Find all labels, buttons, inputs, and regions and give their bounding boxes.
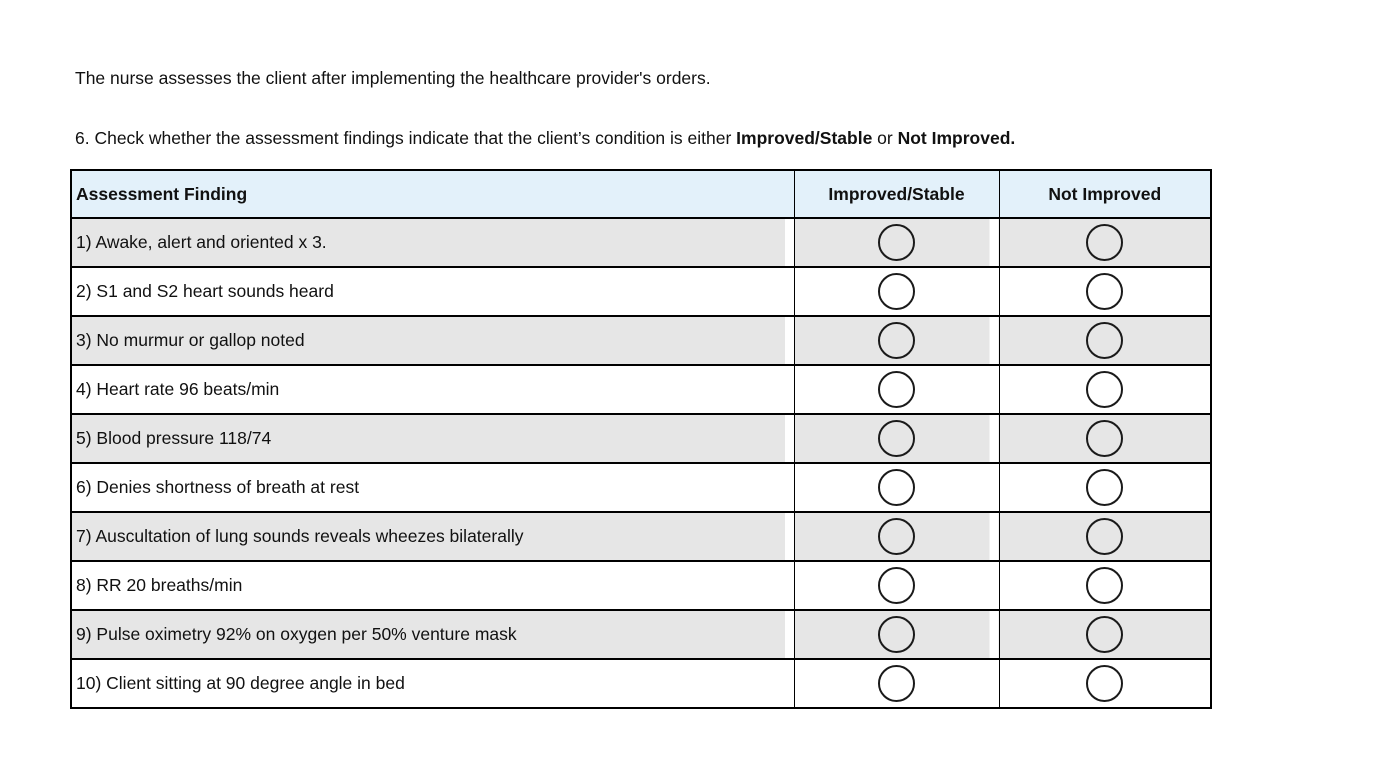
- table-row: 5) Blood pressure 118/74: [70, 413, 1212, 464]
- choice-cell-improved-stable: [793, 315, 1000, 366]
- table-row: 2) S1 and S2 heart sounds heard: [70, 266, 1212, 317]
- table-row: 9) Pulse oximetry 92% on oxygen per 50% …: [70, 609, 1212, 660]
- column-header-improved-stable: Improved/Stable: [793, 169, 1000, 219]
- radio-improved-stable[interactable]: [878, 371, 915, 408]
- radio-improved-stable[interactable]: [878, 420, 915, 457]
- radio-not-improved[interactable]: [1086, 616, 1124, 653]
- table-row: 1) Awake, alert and oriented x 3.: [70, 217, 1212, 268]
- column-header-not-improved: Not Improved: [998, 169, 1212, 219]
- radio-not-improved[interactable]: [1086, 273, 1124, 310]
- table-row: 7) Auscultation of lung sounds reveals w…: [70, 511, 1212, 562]
- radio-not-improved[interactable]: [1086, 420, 1124, 457]
- choice-cell-improved-stable: [793, 609, 1000, 660]
- radio-not-improved[interactable]: [1086, 322, 1124, 359]
- radio-not-improved[interactable]: [1086, 518, 1124, 555]
- radio-not-improved[interactable]: [1086, 224, 1124, 261]
- question-bold-text: Not Improved.: [897, 128, 1016, 148]
- assessment-finding-cell: 1) Awake, alert and oriented x 3.: [70, 217, 795, 268]
- choice-cell-not-improved: [998, 413, 1212, 464]
- assessment-table-body: 1) Awake, alert and oriented x 3. 2) S1 a…: [70, 217, 1212, 709]
- choice-cell-not-improved: [998, 315, 1212, 366]
- radio-improved-stable[interactable]: [878, 224, 915, 261]
- choice-cell-not-improved: [998, 217, 1212, 268]
- radio-improved-stable[interactable]: [878, 469, 915, 506]
- radio-not-improved[interactable]: [1086, 371, 1124, 408]
- radio-not-improved[interactable]: [1086, 665, 1124, 702]
- table-header-row: Assessment Finding Improved/Stable Not I…: [70, 169, 1212, 219]
- radio-improved-stable[interactable]: [878, 518, 915, 555]
- radio-improved-stable[interactable]: [878, 616, 915, 653]
- choice-cell-improved-stable: [793, 511, 1000, 562]
- assessment-finding-cell: 2) S1 and S2 heart sounds heard: [70, 266, 795, 317]
- assessment-finding-cell: 4) Heart rate 96 beats/min: [70, 364, 795, 415]
- intro-text: The nurse assesses the client after impl…: [75, 68, 711, 88]
- radio-not-improved[interactable]: [1086, 469, 1124, 506]
- table-row: 4) Heart rate 96 beats/min: [70, 364, 1212, 415]
- question-plain-text: or: [872, 128, 898, 148]
- choice-cell-not-improved: [998, 609, 1212, 660]
- assessment-finding-cell: 5) Blood pressure 118/74: [70, 413, 795, 464]
- table-row: 10) Client sitting at 90 degree angle in…: [70, 658, 1212, 709]
- table-row: 6) Denies shortness of breath at rest: [70, 462, 1212, 513]
- radio-improved-stable[interactable]: [878, 567, 915, 604]
- column-header-assessment-finding: Assessment Finding: [70, 169, 795, 219]
- quiz-page: The nurse assesses the client after impl…: [70, 68, 1225, 709]
- choice-cell-improved-stable: [793, 266, 1000, 317]
- radio-improved-stable[interactable]: [878, 665, 915, 702]
- choice-cell-improved-stable: [793, 560, 1000, 611]
- choice-cell-not-improved: [998, 462, 1212, 513]
- question-text: 6. Check whether the assessment findings…: [70, 124, 1225, 152]
- choice-cell-improved-stable: [793, 364, 1000, 415]
- assessment-finding-cell: 8) RR 20 breaths/min: [70, 560, 795, 611]
- assessment-finding-cell: 7) Auscultation of lung sounds reveals w…: [70, 511, 795, 562]
- choice-cell-not-improved: [998, 511, 1212, 562]
- choice-cell-improved-stable: [793, 217, 1000, 268]
- choice-cell-not-improved: [998, 364, 1212, 415]
- table-row: 3) No murmur or gallop noted: [70, 315, 1212, 366]
- choice-cell-improved-stable: [793, 413, 1000, 464]
- radio-improved-stable[interactable]: [878, 322, 915, 359]
- choice-cell-not-improved: [998, 560, 1212, 611]
- assessment-finding-cell: 9) Pulse oximetry 92% on oxygen per 50% …: [70, 609, 795, 660]
- choice-cell-not-improved: [998, 658, 1212, 709]
- assessment-finding-cell: 3) No murmur or gallop noted: [70, 315, 795, 366]
- table-row: 8) RR 20 breaths/min: [70, 560, 1212, 611]
- radio-improved-stable[interactable]: [878, 273, 915, 310]
- assessment-finding-cell: 10) Client sitting at 90 degree angle in…: [70, 658, 795, 709]
- choice-cell-improved-stable: [793, 658, 1000, 709]
- assessment-table: Assessment Finding Improved/Stable Not I…: [70, 169, 1212, 709]
- radio-not-improved[interactable]: [1086, 567, 1124, 604]
- choice-cell-not-improved: [998, 266, 1212, 317]
- question-bold-text: Improved/Stable: [736, 128, 873, 148]
- choice-cell-improved-stable: [793, 462, 1000, 513]
- question-plain-text: 6. Check whether the assessment findings…: [75, 128, 737, 148]
- assessment-finding-cell: 6) Denies shortness of breath at rest: [70, 462, 795, 513]
